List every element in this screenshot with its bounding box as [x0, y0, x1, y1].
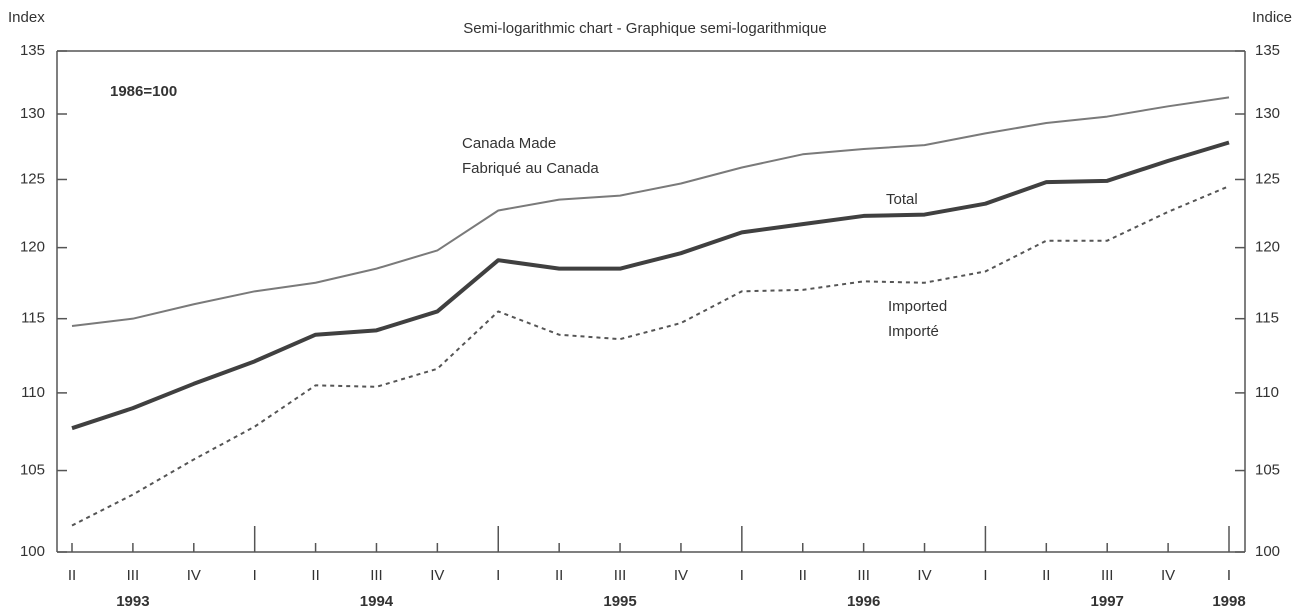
x-tick-label: II — [799, 567, 807, 584]
y-tick-label: 100 — [20, 543, 45, 560]
annotation: 1986=100 — [110, 83, 177, 100]
x-tick-label: III — [857, 567, 870, 584]
y-tick-label: 115 — [21, 310, 45, 327]
year-label: 1997 — [1091, 593, 1124, 610]
x-tick-label: III — [370, 567, 383, 584]
series-label: Fabriqué au Canada — [462, 160, 599, 177]
x-tick-label: III — [1101, 567, 1114, 584]
x-tick-label: III — [127, 567, 140, 584]
y2-tick-label: 110 — [1255, 384, 1279, 401]
year-label: 1995 — [603, 593, 636, 610]
y-tick-label: 130 — [20, 105, 45, 122]
y2-tick-label: 115 — [1255, 310, 1279, 327]
series-line — [71, 96, 1230, 327]
y-tick-label: 125 — [20, 170, 45, 187]
year-label: 1993 — [116, 593, 149, 610]
x-tick-label: I — [496, 567, 500, 584]
y-tick-label: 135 — [20, 42, 45, 59]
x-tick-label: IV — [674, 567, 688, 584]
series-line — [71, 140, 1230, 431]
year-label: 1996 — [847, 593, 880, 610]
series-label: Canada Made — [462, 135, 556, 152]
y2-tick-label: 130 — [1255, 105, 1280, 122]
y2-axis-label: Indice — [1252, 9, 1292, 26]
y2-tick-label: 135 — [1255, 42, 1280, 59]
y2-tick-label: 125 — [1255, 170, 1280, 187]
x-tick-label: IV — [917, 567, 931, 584]
y-axis-label: Index — [8, 9, 45, 26]
x-tick-label: I — [1227, 567, 1231, 584]
y-tick-label: 105 — [20, 462, 45, 479]
series-line — [71, 185, 1230, 527]
x-tick-label: I — [983, 567, 987, 584]
y-tick-label: 120 — [20, 239, 45, 256]
x-tick-label: IV — [187, 567, 201, 584]
x-tick-label: II — [68, 567, 76, 584]
x-tick-label: II — [311, 567, 319, 584]
x-tick-label: IV — [430, 567, 444, 584]
x-tick-label: I — [253, 567, 257, 584]
x-tick-label: II — [1042, 567, 1050, 584]
series-label: Importé — [888, 323, 939, 340]
x-tick-label: I — [740, 567, 744, 584]
x-tick-label: II — [555, 567, 563, 584]
series-label: Total — [886, 191, 918, 208]
year-label: 1994 — [360, 593, 394, 610]
y-tick-label: 110 — [21, 384, 45, 401]
chart-title: Semi-logarithmic chart - Graphique semi-… — [463, 20, 826, 37]
year-label: 1998 — [1212, 593, 1245, 610]
y2-tick-label: 105 — [1255, 462, 1280, 479]
x-tick-label: IV — [1161, 567, 1175, 584]
y2-tick-label: 120 — [1255, 239, 1280, 256]
y2-tick-label: 100 — [1255, 543, 1280, 560]
x-tick-label: III — [614, 567, 627, 584]
series-label: Imported — [888, 298, 947, 315]
